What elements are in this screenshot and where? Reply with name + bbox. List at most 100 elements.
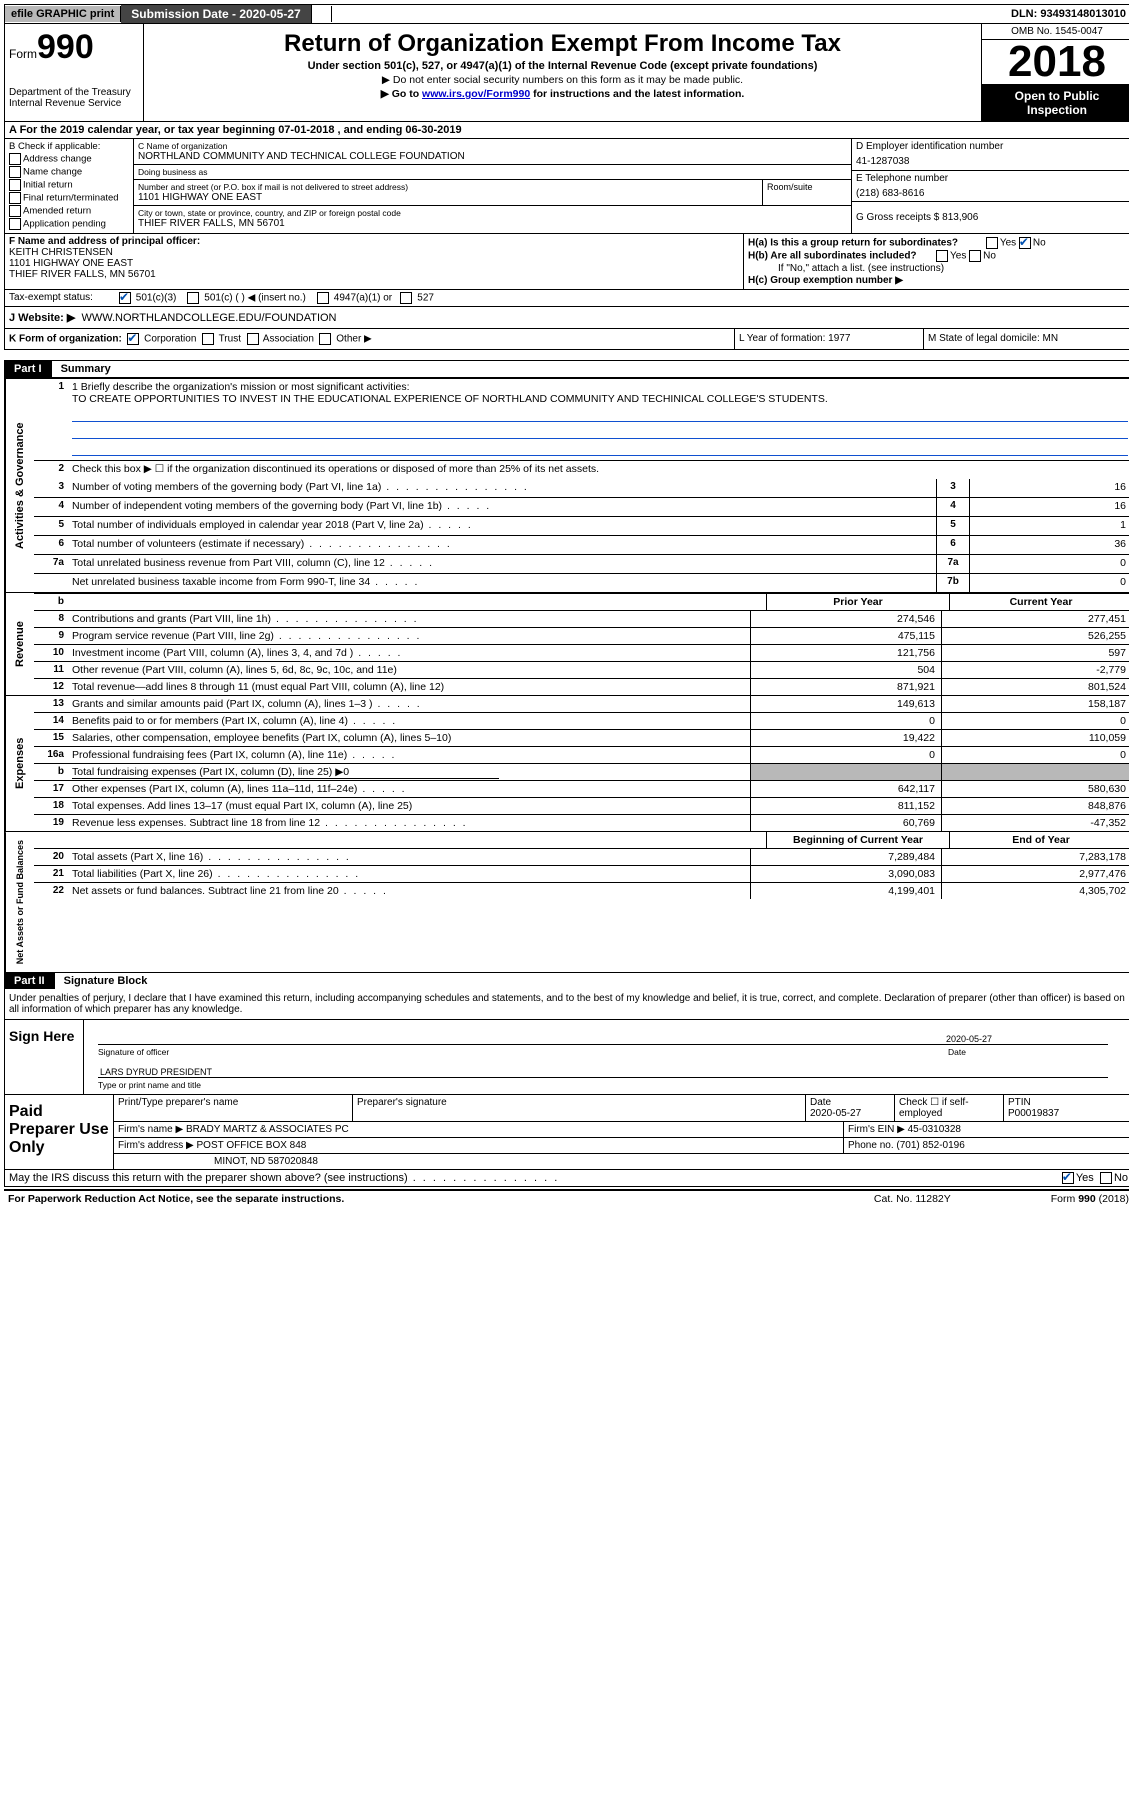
note2-post: for instructions and the latest informat… (530, 88, 744, 100)
p14: 0 (750, 713, 941, 729)
p13: 149,613 (750, 696, 941, 712)
hb-label: H(b) Are all subordinates included? (748, 251, 917, 262)
firm-phone-row: Phone no. (701) 852-0196 (844, 1138, 1129, 1153)
p19: 60,769 (750, 815, 941, 831)
c9: 526,255 (941, 628, 1129, 644)
discuss-text: May the IRS discuss this return with the… (9, 1172, 1062, 1184)
preparer-name-col: Print/Type preparer's name (114, 1095, 353, 1121)
c20: 7,283,178 (941, 849, 1129, 865)
chk-address-change[interactable]: Address change (9, 153, 129, 165)
chk-application-pending[interactable]: Application pending (9, 218, 129, 230)
line4: Number of independent voting members of … (68, 498, 936, 516)
section-b: B Check if applicable: Address change Na… (5, 139, 134, 233)
c14: 0 (941, 713, 1129, 729)
signature-block: Under penalties of perjury, I declare th… (4, 989, 1129, 1187)
row-klm: K Form of organization: Corporation Trus… (4, 329, 1129, 350)
line21: Total liabilities (Part X, line 26) (68, 866, 750, 882)
ha-no[interactable]: No (1033, 238, 1046, 249)
c22: 4,305,702 (941, 883, 1129, 899)
org-trust[interactable]: Trust (219, 334, 241, 345)
officer-addr1: 1101 HIGHWAY ONE EAST (9, 258, 739, 269)
tax-year: 2018 (982, 40, 1129, 85)
org-other[interactable]: Other ▶ (336, 334, 371, 345)
hb-yes[interactable]: Yes (950, 251, 966, 262)
line17: Other expenses (Part IX, column (A), lin… (68, 781, 750, 797)
line12: Total revenue—add lines 8 through 11 (mu… (68, 679, 750, 695)
part2-title: Signature Block (64, 975, 148, 987)
line2: Check this box ▶ ☐ if the organization d… (68, 461, 1129, 479)
summary-expenses: Expenses 13Grants and similar amounts pa… (4, 696, 1129, 832)
tax-status-label: Tax-exempt status: (9, 292, 119, 304)
dba-label: Doing business as (138, 167, 847, 177)
hb-note: If "No," attach a list. (see instruction… (748, 263, 1128, 274)
end-year-header: End of Year (949, 832, 1129, 848)
phone-label: E Telephone number (856, 173, 1128, 184)
website-value[interactable]: WWW.NORTHLANDCOLLEGE.EDU/FOUNDATION (81, 312, 336, 324)
chk-final-return[interactable]: Final return/terminated (9, 192, 129, 204)
prep-date-col: Date2020-05-27 (806, 1095, 895, 1121)
line5: Total number of individuals employed in … (68, 517, 936, 535)
declaration-text: Under penalties of perjury, I declare th… (5, 989, 1129, 1019)
irs-link[interactable]: www.irs.gov/Form990 (422, 88, 530, 100)
footer: For Paperwork Reduction Act Notice, see … (4, 1189, 1129, 1207)
officer-name: KEITH CHRISTENSEN (9, 247, 739, 258)
submission-date-button[interactable]: Submission Date - 2020-05-27 (121, 5, 311, 23)
phone-value: (218) 683-8616 (856, 188, 1128, 199)
note-ssn: ▶ Do not enter social security numbers o… (148, 74, 977, 86)
p9: 475,115 (750, 628, 941, 644)
p17: 642,117 (750, 781, 941, 797)
tax-527[interactable]: 527 (417, 293, 434, 304)
room-label: Room/suite (767, 182, 847, 192)
c16b (941, 764, 1129, 780)
footer-left: For Paperwork Reduction Act Notice, see … (8, 1193, 344, 1205)
discuss-row: May the IRS discuss this return with the… (5, 1169, 1129, 1186)
row-fh: F Name and address of principal officer:… (4, 234, 1129, 290)
ha-yes[interactable]: Yes (1000, 238, 1016, 249)
c12: 801,524 (941, 679, 1129, 695)
c15: 110,059 (941, 730, 1129, 746)
self-employed-col[interactable]: Check ☐ if self-employed (895, 1095, 1004, 1121)
officer-addr2: THIEF RIVER FALLS, MN 56701 (9, 269, 739, 280)
hb-no[interactable]: No (983, 251, 996, 262)
begin-year-header: Beginning of Current Year (766, 832, 949, 848)
paid-preparer-block: Paid Preparer Use Only Print/Type prepar… (5, 1094, 1129, 1169)
org-name-label: C Name of organization (138, 141, 847, 151)
line13: Grants and similar amounts paid (Part IX… (68, 696, 750, 712)
line20: Total assets (Part X, line 16) (68, 849, 750, 865)
p8: 274,546 (750, 611, 941, 627)
line19: Revenue less expenses. Subtract line 18 … (68, 815, 750, 831)
org-corp[interactable]: Corporation (144, 334, 196, 345)
part1-title: Summary (61, 363, 111, 375)
efile-label[interactable]: efile GRAPHIC print (5, 6, 121, 22)
tax-501c[interactable]: 501(c) ( ) ◀ (insert no.) (204, 293, 306, 304)
chk-name-change[interactable]: Name change (9, 166, 129, 178)
form-label: Form990 (9, 28, 139, 67)
discuss-no[interactable]: No (1114, 1172, 1128, 1184)
c11: -2,779 (941, 662, 1129, 678)
line6: Total number of volunteers (estimate if … (68, 536, 936, 554)
chk-amended[interactable]: Amended return (9, 205, 129, 217)
c21: 2,977,476 (941, 866, 1129, 882)
website-label: J Website: ▶ (9, 312, 75, 324)
line16a: Professional fundraising fees (Part IX, … (68, 747, 750, 763)
tax-4947[interactable]: 4947(a)(1) or (334, 293, 392, 304)
c18: 848,876 (941, 798, 1129, 814)
form-header: Form990 Department of the Treasury Inter… (4, 24, 1129, 122)
chk-initial-return[interactable]: Initial return (9, 179, 129, 191)
line14: Benefits paid to or for members (Part IX… (68, 713, 750, 729)
org-assoc[interactable]: Association (263, 334, 314, 345)
discuss-yes[interactable]: Yes (1076, 1172, 1094, 1184)
section-b-label: B Check if applicable: (9, 141, 129, 152)
footer-center: Cat. No. 11282Y (874, 1193, 951, 1205)
ein-label: D Employer identification number (856, 141, 1128, 152)
p20: 7,289,484 (750, 849, 941, 865)
line16b: Total fundraising expenses (Part IX, col… (68, 764, 750, 780)
tax-501c3[interactable]: 501(c)(3) (136, 293, 177, 304)
p15: 19,422 (750, 730, 941, 746)
gross-receipts: G Gross receipts $ 813,906 (856, 212, 1128, 223)
sign-name: LARS DYRUD PRESIDENT (100, 1067, 212, 1077)
form-subtitle: Under section 501(c), 527, or 4947(a)(1)… (148, 60, 977, 72)
ptin-col: PTINP00019837 (1004, 1095, 1129, 1121)
p10: 121,756 (750, 645, 941, 661)
section-c: C Name of organization NORTHLAND COMMUNI… (134, 139, 852, 233)
